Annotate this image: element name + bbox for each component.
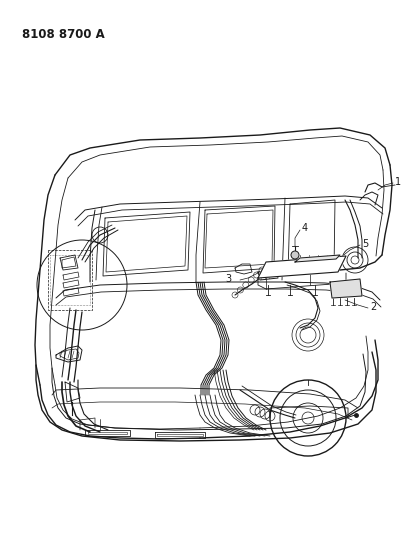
Text: 1: 1 — [395, 177, 401, 187]
Polygon shape — [295, 255, 340, 262]
Polygon shape — [330, 279, 362, 298]
Polygon shape — [258, 256, 346, 278]
Text: 5: 5 — [362, 239, 368, 249]
Text: 2: 2 — [370, 302, 376, 312]
Text: 4: 4 — [302, 223, 308, 233]
Text: 8108 8700 A: 8108 8700 A — [22, 28, 105, 41]
Circle shape — [291, 251, 299, 259]
Text: 3: 3 — [225, 274, 231, 284]
